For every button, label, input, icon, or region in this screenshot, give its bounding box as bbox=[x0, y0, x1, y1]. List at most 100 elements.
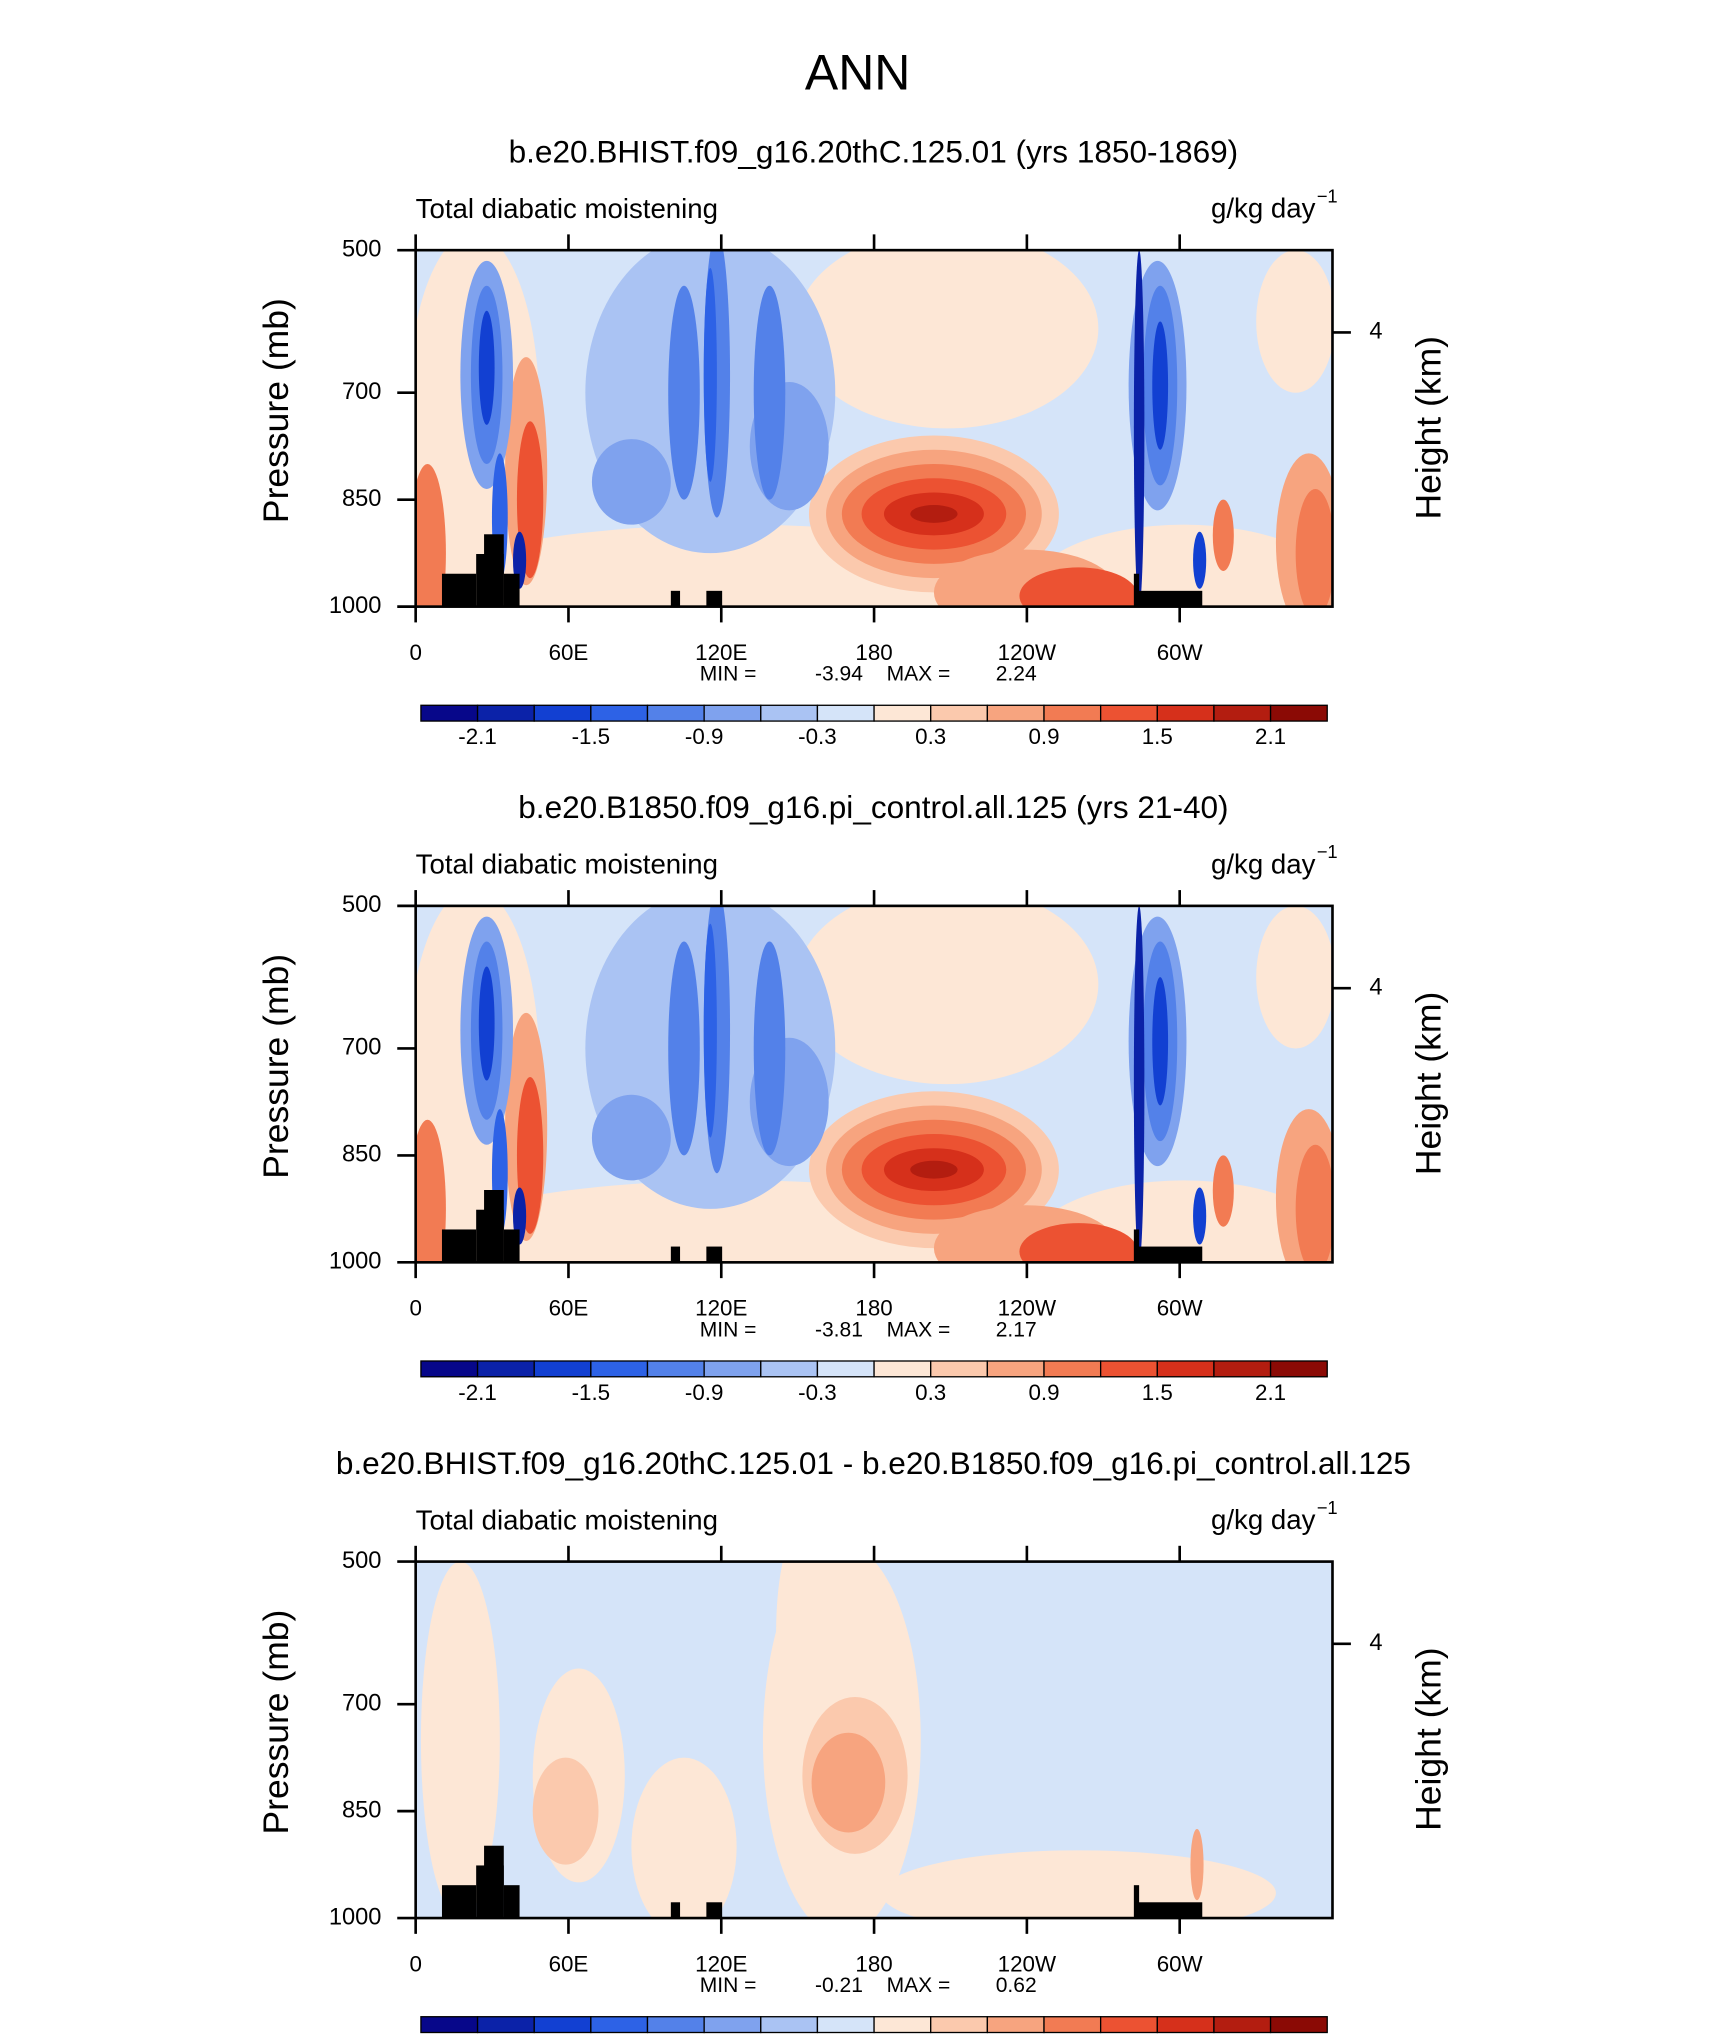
colorbar-label: -0.8 bbox=[628, 2036, 667, 2038]
topography bbox=[484, 534, 504, 607]
contour-region bbox=[910, 505, 958, 523]
contour-field bbox=[415, 250, 1333, 607]
topography bbox=[670, 1902, 681, 1919]
colorbar-label: 0.8 bbox=[1085, 2036, 1116, 2038]
colorbar-box bbox=[760, 704, 819, 722]
colorbar-box bbox=[1043, 1360, 1102, 1378]
contour-region bbox=[1193, 531, 1207, 589]
colorbar-label: 1.5 bbox=[1142, 1380, 1173, 1405]
y-tick-label: 1000 bbox=[329, 1904, 382, 1930]
topography bbox=[1133, 1229, 1140, 1263]
topography bbox=[1133, 1885, 1140, 1919]
topography bbox=[503, 573, 520, 607]
colorbar-box bbox=[420, 2016, 479, 2034]
y-tick-label: 700 bbox=[342, 379, 381, 405]
y-tick-label: 1000 bbox=[329, 1249, 382, 1275]
topography bbox=[1135, 1902, 1203, 1919]
x-tick-label: 60W bbox=[1157, 1296, 1204, 1321]
min-label: MIN = bbox=[700, 1318, 757, 1341]
x-tick-label: 180 bbox=[855, 640, 892, 665]
colorbar-box bbox=[476, 2016, 535, 2034]
max-value: 0.62 bbox=[996, 1974, 1037, 1997]
colorbar-label: 0.2 bbox=[972, 2036, 1003, 2038]
x-tick-label: 60W bbox=[1157, 640, 1204, 665]
topography bbox=[670, 590, 681, 607]
colorbar-box bbox=[703, 1360, 762, 1378]
contour-field bbox=[415, 1561, 1333, 1919]
contour-region bbox=[1152, 321, 1169, 450]
y-tick-label: 500 bbox=[342, 236, 381, 262]
min-value: -3.81 bbox=[815, 1318, 863, 1341]
y-tick-label: 500 bbox=[342, 1548, 381, 1574]
contour-region bbox=[753, 941, 786, 1156]
topography bbox=[484, 1845, 504, 1919]
contour-region bbox=[1212, 1155, 1234, 1227]
panel: b.e20.BHIST.f09_g16.20thC.125.01 (yrs 18… bbox=[256, 133, 1448, 749]
contour-region bbox=[753, 285, 786, 500]
contour-region bbox=[703, 923, 717, 1138]
y-tick-label: 700 bbox=[342, 1690, 381, 1716]
contour-field bbox=[415, 905, 1333, 1263]
colorbar-box bbox=[476, 1360, 535, 1378]
contour-region bbox=[420, 1561, 500, 1919]
y2-axis-label: Height (km) bbox=[1409, 992, 1449, 1175]
colorbar-box bbox=[533, 1360, 592, 1378]
colorbar-box bbox=[420, 1360, 479, 1378]
contour-region bbox=[1019, 567, 1138, 607]
colorbar-box bbox=[1099, 2016, 1158, 2034]
topography bbox=[670, 1246, 681, 1263]
colorbar-box bbox=[930, 2016, 989, 2034]
colorbar-box bbox=[1156, 2016, 1215, 2034]
colorbar-box bbox=[1213, 1360, 1272, 1378]
colorbar-box bbox=[816, 704, 875, 722]
colorbar-box bbox=[703, 704, 762, 722]
colorbar-label: 0 bbox=[868, 2036, 880, 2038]
colorbar-label: 0.3 bbox=[915, 1380, 946, 1405]
max-value: 2.24 bbox=[996, 663, 1037, 686]
y-axis-label: Pressure (mb) bbox=[256, 954, 296, 1179]
colorbar-label: -1.5 bbox=[572, 724, 611, 749]
x-tick-label: 120W bbox=[998, 1296, 1057, 1321]
topography bbox=[706, 590, 723, 607]
panel-title: b.e20.B1850.f09_g16.pi_control.all.125 (… bbox=[518, 789, 1228, 825]
contour-region bbox=[1295, 1144, 1333, 1263]
contour-region bbox=[415, 464, 446, 607]
colorbar-label: 0.9 bbox=[1028, 724, 1059, 749]
topography bbox=[441, 1885, 477, 1919]
min-value: -0.21 bbox=[815, 1974, 863, 1997]
contour-region bbox=[1190, 1828, 1204, 1901]
topography bbox=[441, 1229, 477, 1263]
colorbar-label: -0.2 bbox=[742, 2036, 781, 2038]
contour-region bbox=[1133, 250, 1145, 607]
colorbar-box bbox=[646, 2016, 705, 2034]
y-tick-label: 850 bbox=[342, 1142, 381, 1168]
colorbar-label: -0.9 bbox=[685, 1380, 724, 1405]
min-value: -3.94 bbox=[815, 663, 863, 686]
contour-region bbox=[478, 310, 495, 425]
contour-region bbox=[811, 1732, 886, 1833]
colorbar-box bbox=[476, 704, 535, 722]
colorbar-box bbox=[930, 704, 989, 722]
colorbar-box bbox=[873, 1360, 932, 1378]
x-tick-label: 0 bbox=[409, 1951, 421, 1976]
colorbar-box bbox=[1099, 704, 1158, 722]
topography bbox=[441, 573, 477, 607]
colorbar-label: -0.3 bbox=[798, 724, 837, 749]
colorbar-box bbox=[760, 2016, 819, 2034]
colorbar-box bbox=[590, 2016, 649, 2034]
colorbar-box bbox=[1099, 1360, 1158, 1378]
colorbar-box bbox=[1043, 704, 1102, 722]
colorbar-label: 2.1 bbox=[1255, 724, 1286, 749]
x-tick-label: 60E bbox=[549, 1951, 589, 1976]
left-label: Total diabatic moistening bbox=[416, 849, 718, 880]
colorbar-box bbox=[1269, 704, 1328, 722]
contour-region bbox=[1152, 977, 1169, 1106]
min-label: MIN = bbox=[700, 1974, 757, 1997]
max-label: MAX = bbox=[887, 1974, 951, 1997]
y-axis-label: Pressure (mb) bbox=[256, 1610, 296, 1835]
left-label: Total diabatic moistening bbox=[416, 1504, 718, 1535]
x-tick-label: 180 bbox=[855, 1296, 892, 1321]
colorbar-box bbox=[1043, 2016, 1102, 2034]
colorbar-label: 2.1 bbox=[1255, 1380, 1286, 1405]
